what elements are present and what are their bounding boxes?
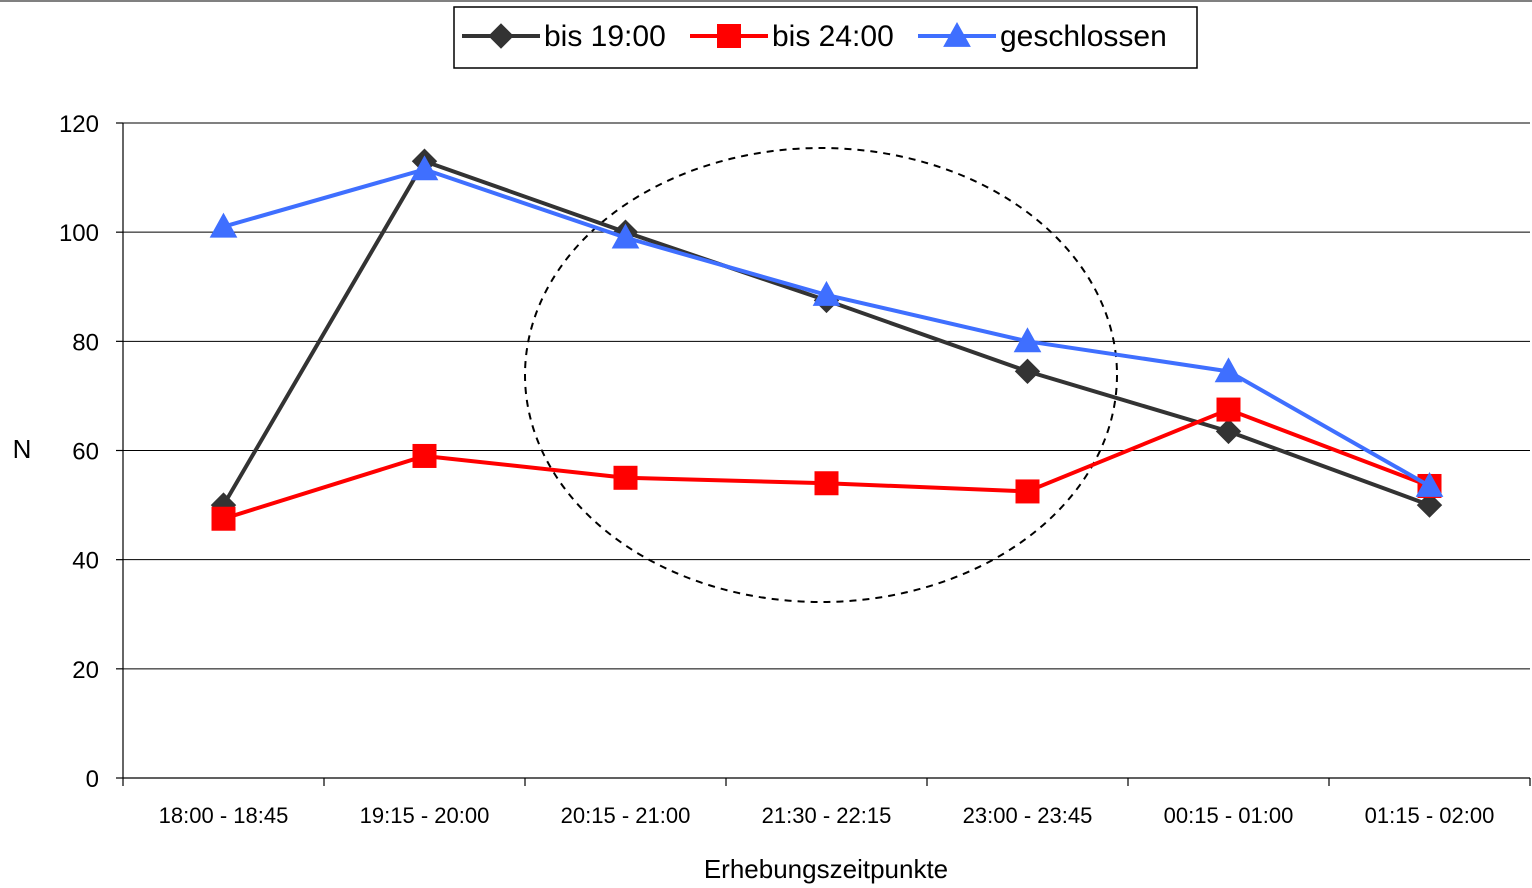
data-point — [812, 280, 841, 306]
y-tick-label: 0 — [86, 766, 99, 793]
x-tick-label: 19:15 - 20:00 — [360, 803, 490, 828]
y-tick-label: 80 — [72, 329, 99, 356]
data-point — [1014, 358, 1041, 385]
legend-marker — [717, 24, 741, 48]
data-point — [1015, 479, 1040, 504]
highlight-ellipse — [524, 147, 1118, 603]
legend-label: geschlossen — [1000, 20, 1167, 53]
data-point — [412, 443, 437, 468]
legend-marker — [943, 21, 971, 47]
data-point — [611, 223, 640, 249]
legend-item: geschlossen — [918, 20, 1167, 53]
x-tick-label: 18:00 - 18:45 — [159, 803, 289, 828]
data-point — [1013, 327, 1042, 353]
series-0 — [210, 148, 1443, 518]
data-point — [1214, 357, 1243, 383]
y-tick-label: 60 — [72, 439, 99, 466]
series-1 — [211, 397, 1442, 531]
legend: bis 19:00 bis 24:00 geschlossen — [453, 6, 1198, 69]
legend-marker — [488, 23, 514, 49]
y-tick-labels: 0 20 40 60 80 100 120 — [59, 111, 99, 793]
x-tick-labels: 18:00 - 18:45 19:15 - 20:00 20:15 - 21:00 2… — [159, 803, 1495, 828]
x-tick-label: 01:15 - 02:00 — [1365, 803, 1495, 828]
series — [209, 148, 1444, 531]
data-point — [1215, 418, 1242, 445]
x-tick-label: 23:00 - 23:45 — [963, 803, 1093, 828]
data-point — [1415, 471, 1444, 497]
data-point — [814, 471, 839, 496]
x-tick-label: 00:15 - 01:00 — [1164, 803, 1294, 828]
legend-label: bis 24:00 — [772, 20, 894, 53]
y-axis-title: N — [13, 434, 32, 464]
data-point — [410, 155, 439, 181]
x-tick-label: 20:15 - 21:00 — [561, 803, 691, 828]
y-tick-label: 20 — [72, 657, 99, 684]
data-point — [613, 465, 638, 490]
series-line — [221, 159, 1431, 507]
y-tick-label: 100 — [59, 220, 99, 247]
legend-label: bis 19:00 — [544, 20, 666, 53]
data-point — [1416, 492, 1443, 518]
data-point — [1216, 397, 1241, 422]
data-point — [211, 506, 236, 531]
gridlines — [123, 122, 1530, 670]
axes — [116, 122, 1531, 786]
series-2 — [209, 155, 1444, 497]
x-axis-title: Erhebungszeitpunkte — [704, 854, 948, 884]
x-tick-label: 21:30 - 22:15 — [762, 803, 892, 828]
legend-item: bis 24:00 — [690, 20, 894, 53]
y-tick-label: 120 — [59, 111, 99, 138]
legend-box — [453, 6, 1198, 69]
y-tick-label: 40 — [72, 548, 99, 575]
data-point — [209, 212, 238, 238]
series-line — [222, 407, 1431, 521]
legend-item: bis 19:00 — [462, 20, 666, 53]
